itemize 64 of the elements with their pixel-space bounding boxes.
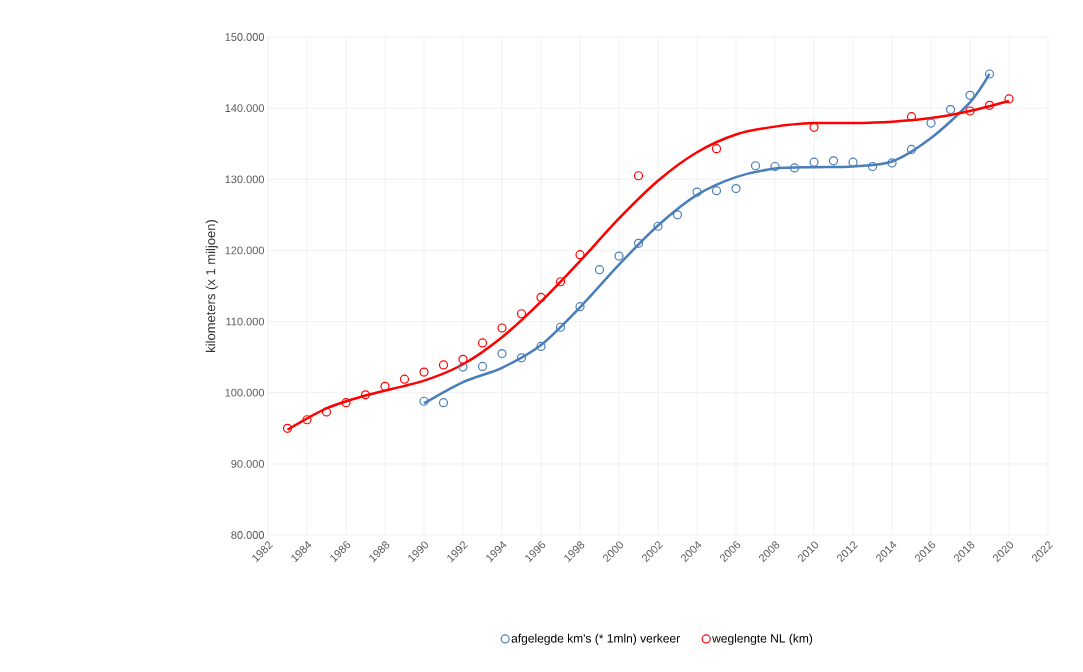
point (497, 323, 507, 333)
point (867, 161, 878, 172)
point (477, 361, 488, 371)
point (653, 221, 663, 231)
point (516, 353, 527, 363)
point (1004, 94, 1014, 104)
y-axis-title: kilometers (x 1 miljoen) (205, 220, 218, 352)
point (594, 265, 605, 275)
point (828, 156, 839, 166)
point (536, 292, 546, 302)
point (497, 348, 507, 359)
point (848, 157, 858, 167)
y-tick-label: 140.000 (225, 104, 265, 113)
point (770, 161, 780, 172)
point (965, 106, 975, 116)
point (302, 415, 312, 425)
point (282, 423, 293, 433)
point (633, 238, 644, 248)
point (672, 210, 683, 220)
point (945, 104, 956, 115)
point (711, 186, 722, 196)
point (555, 277, 566, 287)
point (965, 90, 975, 100)
point (906, 144, 917, 155)
point (380, 381, 390, 391)
point (360, 390, 371, 400)
point (419, 396, 429, 406)
point (789, 163, 800, 173)
point (536, 341, 546, 352)
point (419, 367, 429, 377)
y-tick-label: 110.000 (226, 317, 265, 326)
point (984, 100, 995, 110)
legend-label: weglengte NL (km) (712, 633, 813, 646)
point (555, 322, 566, 332)
point (984, 69, 995, 79)
y-tick-label: 120.000 (225, 246, 265, 255)
line-series (422, 72, 991, 405)
y-tick-label: 130.000 (225, 175, 265, 184)
point (458, 354, 468, 364)
point (477, 338, 488, 348)
point (341, 398, 351, 408)
point (438, 360, 449, 370)
legend-label: afgelegde km's (* 1mln) verkeer (511, 633, 680, 646)
point (731, 183, 741, 194)
point (906, 112, 917, 122)
point (438, 398, 449, 408)
point (575, 250, 585, 260)
point (399, 374, 410, 384)
point (809, 157, 819, 167)
point (321, 407, 332, 417)
point (750, 161, 761, 171)
y-tick-label: 100.000 (225, 388, 265, 397)
y-tick-label: 150.000 (225, 33, 265, 41)
point (633, 171, 644, 181)
y-tick-label: 80.000 (231, 531, 265, 539)
point (575, 302, 585, 312)
point (926, 118, 936, 128)
point (516, 309, 527, 319)
y-tick-label: 90.000 (231, 459, 265, 468)
point (692, 187, 702, 197)
point (887, 158, 897, 168)
point (458, 362, 468, 372)
point (614, 251, 624, 261)
point (711, 144, 722, 154)
